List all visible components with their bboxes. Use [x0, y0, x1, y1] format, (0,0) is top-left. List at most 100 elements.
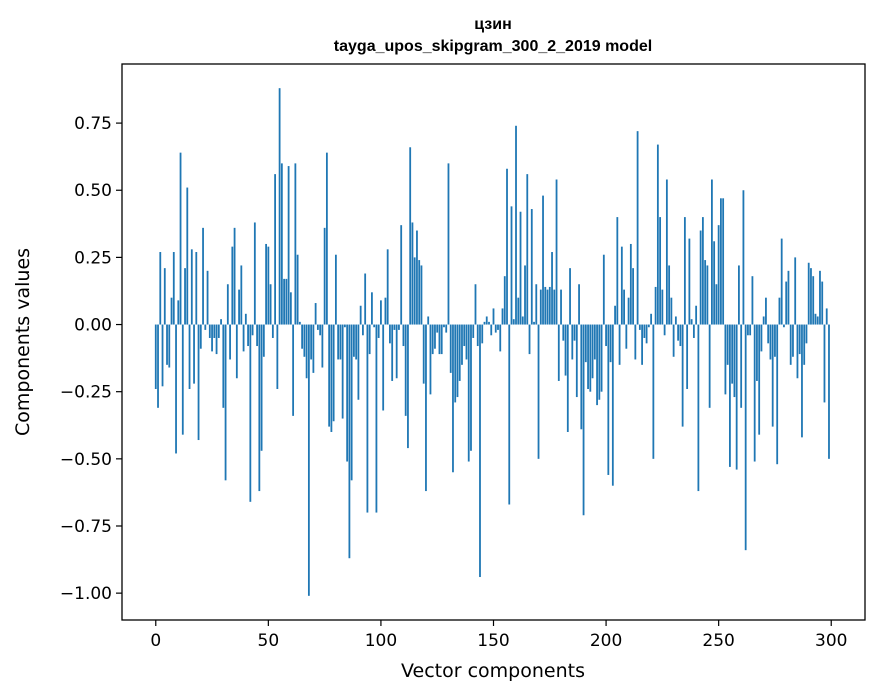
- bar: [535, 284, 538, 325]
- bar: [695, 305, 698, 325]
- bar: [578, 284, 580, 325]
- bar: [371, 292, 373, 325]
- bar: [454, 324, 457, 403]
- bar: [373, 324, 376, 328]
- bar: [168, 324, 171, 368]
- bar: [512, 319, 515, 325]
- bar: [528, 324, 531, 355]
- bar: [519, 211, 522, 325]
- bar: [706, 265, 709, 325]
- bar: [298, 321, 301, 325]
- bar: [744, 324, 747, 551]
- bar: [440, 324, 443, 355]
- bar: [224, 324, 227, 481]
- bar: [316, 324, 319, 330]
- bar: [828, 324, 830, 459]
- bar: [429, 324, 432, 395]
- bar: [247, 324, 249, 347]
- y-tick-label: 0.75: [74, 114, 112, 134]
- bar: [186, 187, 189, 325]
- bar: [501, 308, 504, 325]
- bar: [796, 324, 799, 379]
- bar: [301, 324, 304, 349]
- bar: [240, 265, 243, 325]
- bar: [420, 265, 423, 325]
- bar: [260, 324, 263, 451]
- bar: [188, 324, 191, 389]
- bar: [425, 324, 427, 492]
- bar: [310, 324, 313, 360]
- bar: [474, 284, 477, 325]
- bar: [479, 324, 481, 578]
- bar: [798, 324, 801, 355]
- bar: [344, 324, 346, 328]
- bar: [634, 324, 637, 360]
- bar: [566, 324, 569, 432]
- bar: [665, 179, 668, 325]
- bar: [427, 316, 430, 325]
- bar: [456, 324, 459, 398]
- bar: [350, 324, 353, 481]
- bar: [751, 276, 754, 325]
- bar: [758, 324, 761, 435]
- bar: [589, 324, 592, 392]
- bar: [278, 88, 281, 325]
- bar: [382, 324, 385, 411]
- bar: [353, 324, 355, 357]
- bar: [375, 324, 378, 513]
- bar: [816, 316, 819, 325]
- bar: [271, 324, 274, 338]
- bar: [823, 324, 826, 403]
- bar: [724, 324, 727, 395]
- bar: [762, 316, 765, 325]
- bar: [485, 316, 488, 325]
- y-axis-label: Components values: [12, 248, 34, 436]
- x-tick-label: 100: [365, 631, 397, 651]
- bar: [789, 324, 792, 365]
- bar: [366, 324, 369, 513]
- bar: [690, 319, 693, 325]
- bar: [825, 308, 828, 325]
- bar: [819, 270, 821, 325]
- bar: [650, 313, 653, 325]
- bar: [688, 238, 691, 325]
- bar: [292, 324, 295, 416]
- bar: [217, 324, 220, 338]
- bar: [483, 321, 486, 325]
- bar: [341, 324, 344, 419]
- y-tick-label: −0.25: [60, 383, 112, 403]
- bar: [494, 324, 497, 333]
- bar: [814, 313, 817, 325]
- bar: [562, 324, 565, 341]
- bar: [294, 163, 297, 325]
- bar: [181, 324, 184, 435]
- x-tick-label: 300: [815, 631, 847, 651]
- bar: [346, 324, 349, 462]
- bar: [792, 324, 794, 357]
- bar: [443, 324, 445, 328]
- bar: [319, 324, 322, 336]
- bar: [262, 324, 265, 357]
- bar: [670, 297, 673, 325]
- bar: [704, 260, 707, 325]
- bar: [362, 324, 364, 336]
- bar: [325, 152, 328, 325]
- bar: [584, 324, 587, 363]
- bar: [742, 190, 745, 325]
- bar: [391, 324, 394, 381]
- bar: [490, 324, 493, 336]
- x-tick-label: 0: [150, 631, 161, 651]
- bar: [774, 324, 776, 357]
- bar: [587, 324, 589, 389]
- bar: [334, 254, 337, 325]
- bar: [645, 324, 648, 344]
- bar: [659, 217, 662, 325]
- bar: [204, 324, 207, 330]
- bar: [418, 260, 421, 325]
- bar: [154, 324, 157, 389]
- bar: [611, 324, 614, 486]
- bar: [157, 324, 159, 408]
- bar: [445, 324, 448, 333]
- bar: [368, 324, 371, 355]
- bar: [452, 324, 454, 473]
